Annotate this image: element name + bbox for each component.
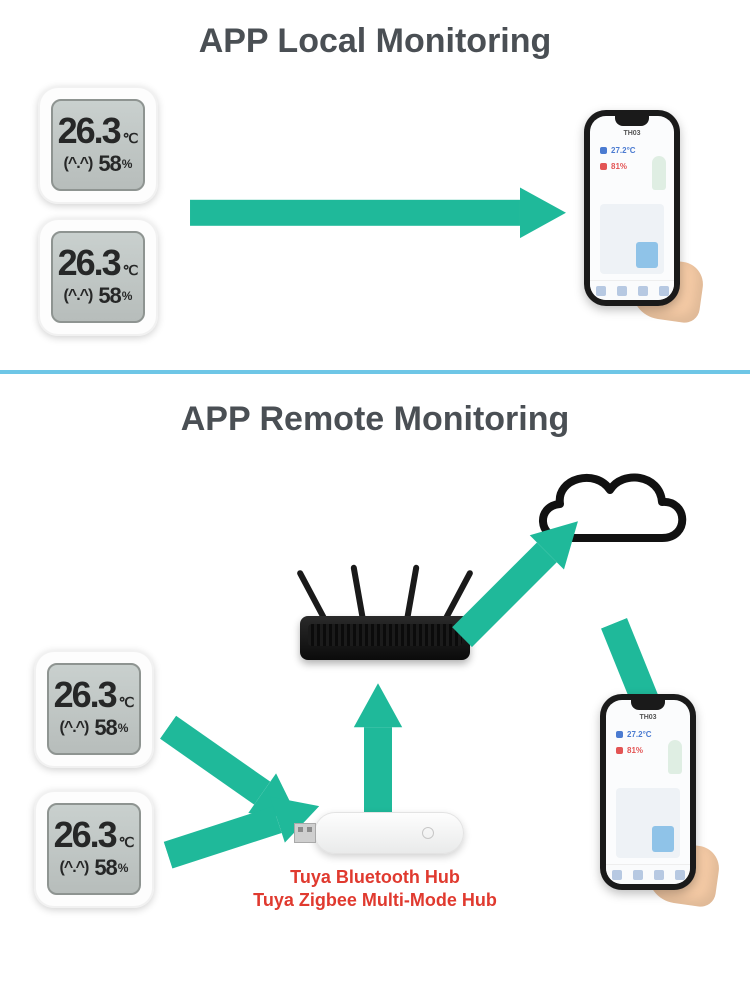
sensor-pct: %	[122, 289, 133, 303]
sensor-temp: 26.3	[54, 677, 116, 713]
sensor-device: 26.3 ℃ (^.^) 58 %	[38, 86, 158, 204]
sensor-humidity: 58	[98, 151, 120, 177]
sensor-device: 26.3 ℃ (^.^) 58 %	[38, 218, 158, 336]
sensor-temp: 26.3	[58, 113, 120, 149]
sensor-humidity: 58	[98, 283, 120, 309]
arrow-hub-to-router	[343, 683, 413, 827]
sensor-face-icon: (^.^)	[64, 287, 93, 305]
phone-mockup: TH03 27.2°C 81%	[600, 694, 696, 890]
arrow-local-to-phone	[190, 176, 566, 250]
sensor-temp: 26.3	[54, 817, 116, 853]
sensor-face-icon: (^.^)	[60, 719, 89, 737]
phone-humidity: 81%	[627, 746, 643, 755]
sensor-unit: ℃	[123, 263, 139, 277]
usb-hub-device	[294, 808, 464, 858]
sensor-face-icon: (^.^)	[64, 155, 93, 173]
usb-connector-icon	[294, 823, 316, 843]
plant-illustration	[652, 156, 666, 190]
sensor-device: 26.3 ℃ (^.^) 58 %	[34, 650, 154, 768]
droplet-icon	[600, 163, 607, 170]
sensor-unit: ℃	[123, 131, 139, 145]
phone-chart-panel	[600, 204, 664, 274]
thermometer-icon	[616, 731, 623, 738]
plant-illustration	[668, 740, 682, 774]
phone-humidity: 81%	[611, 162, 627, 171]
thermometer-icon	[600, 147, 607, 154]
sensor-unit: ℃	[119, 695, 135, 709]
phone-chart-panel	[616, 788, 680, 858]
sensor-pct: %	[122, 157, 133, 171]
phone-mockup: TH03 27.2°C 81%	[584, 110, 680, 306]
title-local: APP Local Monitoring	[0, 22, 750, 61]
sensor-unit: ℃	[119, 835, 135, 849]
phone-temp: 27.2°C	[611, 146, 636, 155]
sensor-pct: %	[118, 721, 129, 735]
phone-tabbar	[606, 864, 690, 884]
title-remote: APP Remote Monitoring	[0, 400, 750, 439]
phone-screen-title: TH03	[590, 130, 674, 137]
hub-label-line2: Tuya Zigbee Multi-Mode Hub	[0, 889, 750, 912]
phone-temp: 27.2°C	[627, 730, 652, 739]
phone-tabbar	[590, 280, 674, 300]
phone-screen-title: TH03	[606, 714, 690, 721]
droplet-icon	[616, 747, 623, 754]
section-divider	[0, 370, 750, 374]
sensor-humidity: 58	[94, 715, 116, 741]
sensor-temp: 26.3	[58, 245, 120, 281]
